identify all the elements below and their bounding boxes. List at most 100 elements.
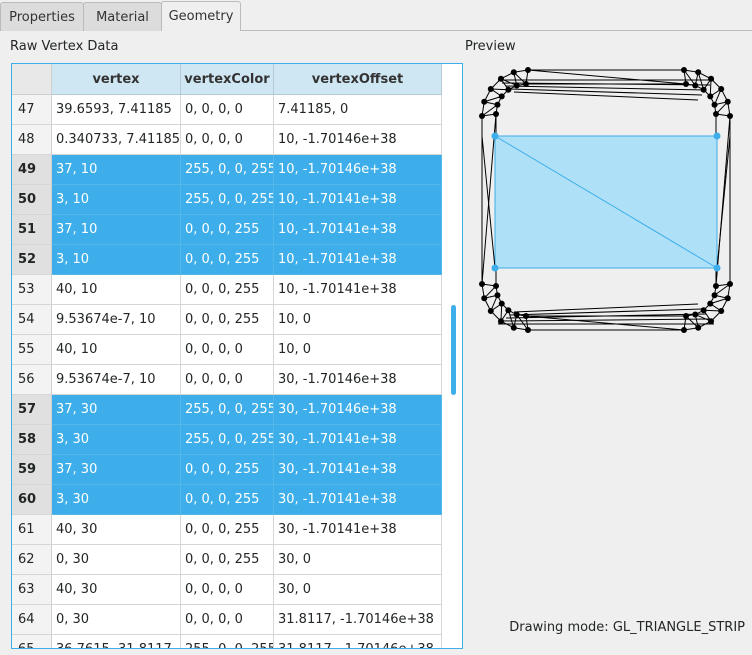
cell-vertex-offset[interactable]: 30, 0 <box>274 575 442 605</box>
cell-vertex-color[interactable]: 0, 0, 0, 0 <box>181 335 274 365</box>
cell-vertex-offset[interactable]: 10, -1.70141e+38 <box>274 275 442 305</box>
cell-vertex[interactable]: 36.7615, 31.8117 <box>52 635 181 648</box>
row-number[interactable]: 57 <box>12 395 52 425</box>
cell-vertex-offset[interactable]: 10, 0 <box>274 335 442 365</box>
cell-vertex[interactable]: 0, 30 <box>52 545 181 575</box>
cell-vertex-offset[interactable]: 31.8117, -1.70146e+38 <box>274 635 442 648</box>
cell-vertex-color[interactable]: 0, 0, 0, 0 <box>181 95 274 125</box>
table-row[interactable]: 63 40, 30 0, 0, 0, 0 30, 0 <box>12 575 442 605</box>
cell-vertex[interactable]: 0.340733, 7.41185 <box>52 125 181 155</box>
cell-vertex[interactable]: 3, 10 <box>52 185 181 215</box>
table-row[interactable]: 55 40, 10 0, 0, 0, 0 10, 0 <box>12 335 442 365</box>
row-number[interactable]: 56 <box>12 365 52 395</box>
table-row[interactable]: 6536.7615, 31.8117255, 0, 0, 25531.8117,… <box>12 635 442 648</box>
cell-vertex-color[interactable]: 255, 0, 0, 255 <box>181 185 274 215</box>
row-number[interactable]: 61 <box>12 515 52 545</box>
cell-vertex-color[interactable]: 0, 0, 0, 255 <box>181 245 274 275</box>
table-row[interactable]: 60 3, 30 0, 0, 0, 255 30, -1.70141e+38 <box>12 485 442 515</box>
cell-vertex[interactable]: 37, 10 <box>52 155 181 185</box>
row-number[interactable]: 59 <box>12 455 52 485</box>
cell-vertex-offset[interactable]: 31.8117, -1.70146e+38 <box>274 605 442 635</box>
row-number[interactable]: 54 <box>12 305 52 335</box>
cell-vertex[interactable]: 3, 30 <box>52 425 181 455</box>
cell-vertex[interactable]: 9.53674e-7, 10 <box>52 365 181 395</box>
table-row[interactable]: 53 40, 10 0, 0, 0, 255 10, -1.70141e+38 <box>12 275 442 305</box>
table-row[interactable]: 52 3, 10 0, 0, 0, 255 10, -1.70141e+38 <box>12 245 442 275</box>
row-number[interactable]: 63 <box>12 575 52 605</box>
table-row[interactable]: 62 0, 30 0, 0, 0, 255 30, 0 <box>12 545 442 575</box>
cell-vertex[interactable]: 9.53674e-7, 10 <box>52 305 181 335</box>
scrollbar-thumb[interactable] <box>451 305 456 395</box>
table-row[interactable]: 54 9.53674e-7, 10 0, 0, 0, 255 10, 0 <box>12 305 442 335</box>
row-number[interactable]: 65 <box>12 635 52 648</box>
table-row[interactable]: 50 3, 10 255, 0, 0, 255 10, -1.70141e+38 <box>12 185 442 215</box>
tab-material[interactable]: Material <box>83 2 162 31</box>
table-row[interactable]: 49 37, 10 255, 0, 0, 255 10, -1.70146e+38 <box>12 155 442 185</box>
cell-vertex-color[interactable]: 255, 0, 0, 255 <box>181 395 274 425</box>
cell-vertex-color[interactable]: 0, 0, 0, 255 <box>181 455 274 485</box>
cell-vertex[interactable]: 3, 30 <box>52 485 181 515</box>
cell-vertex-offset[interactable]: 10, -1.70141e+38 <box>274 245 442 275</box>
cell-vertex[interactable]: 40, 10 <box>52 335 181 365</box>
cell-vertex-color[interactable]: 0, 0, 0, 255 <box>181 305 274 335</box>
cell-vertex[interactable]: 37, 30 <box>52 455 181 485</box>
table-row[interactable]: 61 40, 30 0, 0, 0, 255 30, -1.70141e+38 <box>12 515 442 545</box>
cell-vertex-color[interactable]: 0, 0, 0, 0 <box>181 575 274 605</box>
cell-vertex-offset[interactable]: 30, -1.70141e+38 <box>274 455 442 485</box>
cell-vertex[interactable]: 39.6593, 7.41185 <box>52 95 181 125</box>
cell-vertex[interactable]: 40, 30 <box>52 515 181 545</box>
table-row[interactable]: 58 3, 30 255, 0, 0, 255 30, -1.70141e+38 <box>12 425 442 455</box>
cell-vertex-color[interactable]: 0, 0, 0, 0 <box>181 605 274 635</box>
cell-vertex-offset[interactable]: 10, -1.70146e+38 <box>274 125 442 155</box>
cell-vertex-offset[interactable]: 30, -1.70141e+38 <box>274 485 442 515</box>
cell-vertex-color[interactable]: 0, 0, 0, 0 <box>181 365 274 395</box>
row-number[interactable]: 52 <box>12 245 52 275</box>
cell-vertex-color[interactable]: 0, 0, 0, 0 <box>181 125 274 155</box>
cell-vertex-color[interactable]: 0, 0, 0, 255 <box>181 215 274 245</box>
row-number[interactable]: 50 <box>12 185 52 215</box>
vertical-scrollbar[interactable] <box>445 95 462 648</box>
table-row[interactable]: 56 9.53674e-7, 10 0, 0, 0, 0 30, -1.70146e+… <box>12 365 442 395</box>
cell-vertex-color[interactable]: 255, 0, 0, 255 <box>181 635 274 648</box>
column-header-vertexoffset[interactable]: vertexOffset <box>274 64 442 95</box>
cell-vertex-color[interactable]: 255, 0, 0, 255 <box>181 155 274 185</box>
cell-vertex-offset[interactable]: 10, -1.70141e+38 <box>274 215 442 245</box>
table-row[interactable]: 57 37, 30 255, 0, 0, 255 30, -1.70146e+38 <box>12 395 442 425</box>
cell-vertex-offset[interactable]: 10, -1.70141e+38 <box>274 185 442 215</box>
row-number[interactable]: 48 <box>12 125 52 155</box>
row-number[interactable]: 64 <box>12 605 52 635</box>
row-number[interactable]: 53 <box>12 275 52 305</box>
tab-geometry[interactable]: Geometry <box>161 1 241 31</box>
cell-vertex-offset[interactable]: 30, -1.70146e+38 <box>274 365 442 395</box>
row-number[interactable]: 58 <box>12 425 52 455</box>
cell-vertex-color[interactable]: 255, 0, 0, 255 <box>181 425 274 455</box>
cell-vertex-offset[interactable]: 10, 0 <box>274 305 442 335</box>
cell-vertex-offset[interactable]: 30, -1.70141e+38 <box>274 425 442 455</box>
row-number[interactable]: 62 <box>12 545 52 575</box>
row-number[interactable]: 55 <box>12 335 52 365</box>
row-number[interactable]: 51 <box>12 215 52 245</box>
table-row[interactable]: 48 0.340733, 7.41185 0, 0, 0, 0 10, -1.7014… <box>12 125 442 155</box>
cell-vertex-color[interactable]: 0, 0, 0, 255 <box>181 515 274 545</box>
cell-vertex[interactable]: 40, 10 <box>52 275 181 305</box>
tab-properties[interactable]: Properties <box>0 2 84 31</box>
cell-vertex[interactable]: 37, 10 <box>52 215 181 245</box>
cell-vertex[interactable]: 40, 30 <box>52 575 181 605</box>
column-header-vertexcolor[interactable]: vertexColor <box>181 64 274 95</box>
cell-vertex[interactable]: 0, 30 <box>52 605 181 635</box>
cell-vertex[interactable]: 37, 30 <box>52 395 181 425</box>
column-header-vertex[interactable]: vertex <box>52 64 181 95</box>
table-row[interactable]: 51 37, 10 0, 0, 0, 255 10, -1.70141e+38 <box>12 215 442 245</box>
vertex-table[interactable]: vertex vertexColor vertexOffset 47 39.659… <box>11 63 463 649</box>
table-row[interactable]: 64 0, 30 0, 0, 0, 0 31.8117, -1.70146e+38 <box>12 605 442 635</box>
row-number[interactable]: 47 <box>12 95 52 125</box>
cell-vertex-color[interactable]: 0, 0, 0, 255 <box>181 545 274 575</box>
cell-vertex-offset[interactable]: 30, -1.70141e+38 <box>274 515 442 545</box>
row-number[interactable]: 49 <box>12 155 52 185</box>
cell-vertex-color[interactable]: 0, 0, 0, 255 <box>181 275 274 305</box>
cell-vertex-color[interactable]: 0, 0, 0, 255 <box>181 485 274 515</box>
cell-vertex-offset[interactable]: 30, 0 <box>274 545 442 575</box>
table-row[interactable]: 59 37, 30 0, 0, 0, 255 30, -1.70141e+38 <box>12 455 442 485</box>
table-row[interactable]: 47 39.6593, 7.41185 0, 0, 0, 0 7.41185, 0 <box>12 95 442 125</box>
cell-vertex-offset[interactable]: 30, -1.70146e+38 <box>274 395 442 425</box>
